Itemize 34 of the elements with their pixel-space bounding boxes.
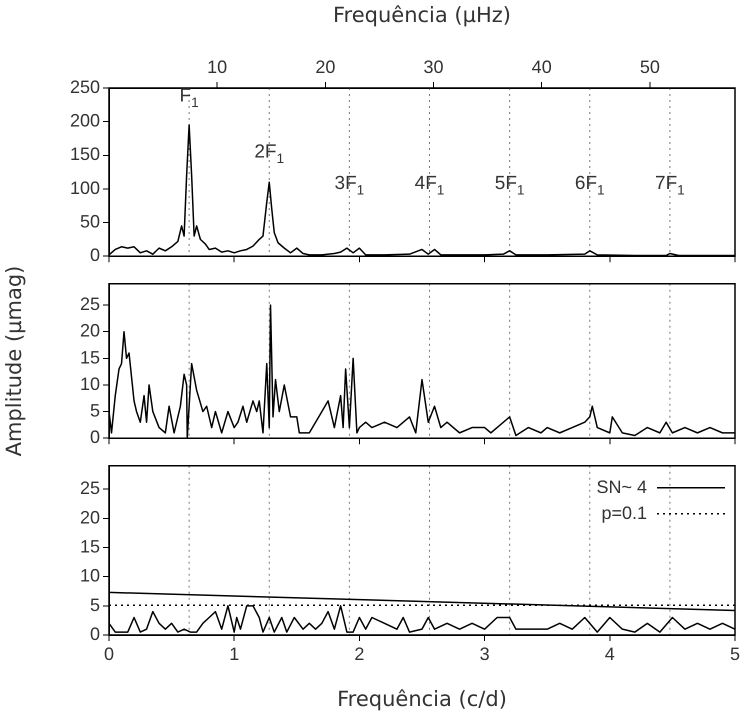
- y-tick-label: 250: [70, 76, 100, 97]
- y-axis-title: Amplitude (µmag): [2, 266, 26, 456]
- y-tick-label: 25: [80, 478, 100, 498]
- x-tick-label: 0: [104, 644, 114, 664]
- x-tick-label: 1: [229, 644, 240, 664]
- y-tick-label: 0: [90, 624, 100, 644]
- x-tick-label: 5: [730, 644, 740, 664]
- y-tick-label: 0: [90, 245, 100, 266]
- y-tick-label: 10: [80, 566, 100, 586]
- x2-tick-label: 50: [640, 57, 660, 78]
- y-tick-label: 200: [70, 110, 100, 131]
- y-tick-label: 5: [90, 400, 100, 421]
- x2-tick-label: 30: [424, 57, 444, 78]
- x2-axis-title: Frequência (µHz): [333, 3, 511, 28]
- legend-label: SN~ 4: [596, 476, 647, 497]
- y-tick-label: 10: [80, 374, 100, 394]
- x-tick-label: 3: [480, 644, 490, 664]
- y-tick-label: 20: [80, 320, 100, 341]
- y-tick-label: 20: [80, 507, 100, 528]
- x-axis-title: Frequência (c/d): [337, 686, 507, 711]
- x-tick-label: 2: [354, 644, 364, 664]
- y-tick-label: 50: [80, 212, 100, 232]
- x2-tick-label: 10: [207, 57, 228, 78]
- x-tick-label: 4: [604, 644, 615, 664]
- y-tick-label: 100: [70, 178, 100, 198]
- y-tick-label: 25: [80, 294, 100, 314]
- y-tick-label: 150: [70, 144, 100, 164]
- x2-tick-label: 40: [532, 57, 552, 78]
- legend-label: p=0.1: [601, 502, 647, 523]
- y-tick-label: 5: [90, 594, 100, 615]
- y-tick-label: 15: [80, 347, 100, 368]
- y-tick-label: 0: [90, 427, 100, 448]
- x2-tick-label: 20: [315, 57, 336, 78]
- y-tick-label: 15: [80, 536, 100, 556]
